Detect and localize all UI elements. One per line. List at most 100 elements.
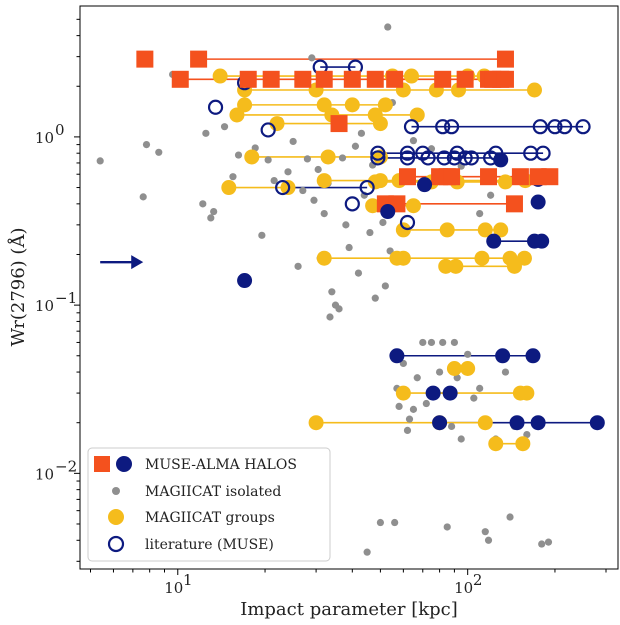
data-point (142, 140, 151, 149)
data-point-open (446, 150, 463, 166)
x-tick-exponent: 2 (473, 571, 483, 589)
data-point (403, 68, 419, 84)
data-point-square (315, 70, 333, 88)
data-point (484, 536, 493, 544)
data-point (506, 258, 522, 274)
data-point (446, 360, 462, 376)
data-point-open (403, 119, 420, 135)
data-point (229, 173, 237, 181)
data-point (381, 282, 389, 290)
data-point-open (463, 150, 479, 166)
data-point (221, 180, 237, 196)
data-point (155, 148, 163, 156)
data-point (395, 385, 411, 401)
data-point (344, 97, 360, 113)
data-point (264, 156, 272, 164)
data-point (338, 154, 347, 162)
data-point (384, 23, 392, 31)
data-point (284, 168, 292, 176)
data-point-open (399, 150, 416, 166)
data-point (493, 152, 509, 168)
data-point (448, 258, 464, 274)
data-point (417, 177, 433, 193)
data-point (345, 243, 353, 252)
axis-ticks: 10 1 10 210 −210 −110 0 (35, 18, 607, 597)
data-point (202, 129, 210, 137)
data-point-square (294, 70, 312, 88)
data-point (366, 228, 374, 237)
data-point-open (435, 119, 451, 135)
data-point (357, 129, 366, 137)
data-point (377, 97, 393, 113)
data-point-open (436, 150, 452, 166)
data-point (320, 149, 336, 165)
data-point (425, 385, 441, 401)
data-point-square (330, 115, 348, 133)
data-point (316, 250, 332, 266)
data-point (447, 422, 456, 431)
data-point-open (207, 99, 224, 115)
data-point-square (386, 70, 404, 88)
data-point (523, 430, 531, 439)
data-point (335, 305, 343, 313)
data-point-open (575, 119, 591, 135)
data-point (435, 368, 444, 376)
legend-label-literature: literature (MUSE) (145, 537, 274, 553)
data-point (380, 204, 396, 220)
data-point (270, 176, 278, 185)
data-point-square (496, 70, 514, 88)
legend: MUSE-ALMA HALOS MAGIICAT isolated MAGIIC… (87, 447, 331, 562)
data-point (379, 218, 387, 227)
data-point (391, 518, 399, 527)
legend-marker-muse-square (94, 456, 110, 472)
data-point-square (136, 50, 154, 68)
data-point (280, 180, 296, 196)
data-point-square (456, 70, 474, 88)
data-point (432, 415, 448, 431)
data-point (199, 200, 207, 208)
data-point (439, 338, 447, 347)
data-point-open (557, 119, 573, 135)
data-point (486, 233, 502, 249)
data-point (450, 338, 459, 347)
data-point (229, 107, 245, 123)
x-tick-label: 10 (454, 579, 473, 597)
data-point-square (190, 50, 208, 68)
literature-points (207, 59, 591, 231)
data-point-square (496, 50, 514, 68)
legend-box (87, 447, 331, 562)
data-point (299, 186, 307, 195)
data-point (509, 415, 525, 431)
data-point (303, 155, 312, 163)
data-point (365, 198, 381, 214)
data-point (470, 394, 478, 402)
data-point (530, 194, 546, 210)
data-point-square (434, 70, 452, 88)
data-point (457, 435, 465, 443)
data-point (474, 250, 490, 266)
legend-marker-muse-circle (116, 456, 132, 472)
data-point (442, 385, 458, 401)
data-point (351, 142, 360, 150)
data-point-open (547, 119, 563, 135)
legend-marker-groups (108, 509, 124, 525)
isolated-points (96, 23, 553, 556)
arrow-head (131, 255, 144, 270)
data-point (403, 426, 412, 435)
data-point (371, 294, 379, 302)
data-point-open (535, 145, 551, 161)
data-point (443, 523, 451, 531)
data-point (460, 360, 476, 376)
data-point (419, 338, 427, 347)
arrow-annotation (100, 255, 144, 270)
data-point (506, 513, 514, 521)
data-point (363, 548, 371, 556)
data-point (409, 137, 418, 145)
data-point-open (260, 122, 276, 138)
data-point-open (532, 119, 548, 135)
data-point (487, 191, 495, 199)
data-point-open (370, 145, 386, 161)
data-point (220, 123, 229, 131)
data-point (328, 288, 336, 296)
data-point (413, 374, 421, 382)
